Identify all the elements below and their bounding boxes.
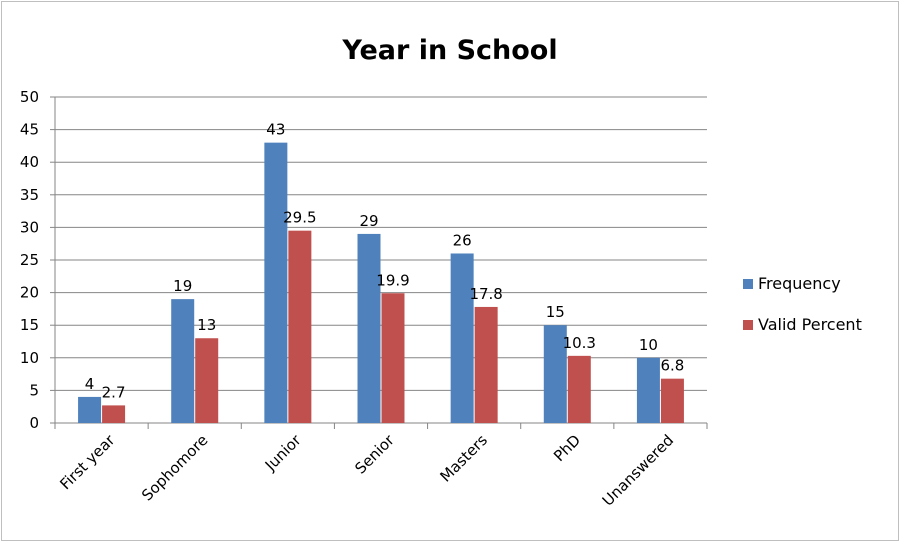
bar-frequency bbox=[357, 233, 381, 423]
y-tick-label: 40 bbox=[20, 153, 39, 171]
bars bbox=[78, 142, 684, 423]
data-label: 15 bbox=[546, 303, 565, 321]
data-label: 29.5 bbox=[283, 209, 316, 227]
data-label: 6.8 bbox=[660, 357, 684, 375]
bar-valid-percent bbox=[567, 355, 591, 423]
data-label: 10.3 bbox=[563, 334, 596, 352]
bar-frequency bbox=[171, 299, 195, 423]
legend-label: Valid Percent bbox=[758, 315, 862, 334]
y-tick-label: 25 bbox=[20, 251, 39, 269]
bar-valid-percent bbox=[474, 306, 498, 423]
legend-swatch bbox=[743, 279, 753, 289]
data-label: 19 bbox=[173, 277, 192, 295]
y-tick-label: 50 bbox=[20, 88, 39, 106]
legend-swatch bbox=[743, 320, 753, 330]
y-tick-label: 10 bbox=[20, 349, 39, 367]
data-label: 43 bbox=[266, 121, 285, 139]
data-label: 29 bbox=[359, 212, 378, 230]
y-tick-label: 0 bbox=[29, 414, 39, 432]
legend-label: Frequency bbox=[758, 274, 841, 293]
x-category-label: Masters bbox=[436, 431, 491, 486]
bar-frequency bbox=[543, 325, 567, 423]
bar-frequency bbox=[636, 357, 660, 423]
x-category-label: Sophomore bbox=[138, 431, 211, 504]
x-category-label: Senior bbox=[351, 431, 398, 478]
data-label: 19.9 bbox=[376, 271, 409, 289]
y-tick-label: 20 bbox=[20, 284, 39, 302]
bar-valid-percent bbox=[195, 338, 219, 423]
bar-frequency bbox=[264, 142, 288, 423]
y-tick-label: 35 bbox=[20, 186, 39, 204]
y-tick-label: 15 bbox=[20, 316, 39, 334]
data-label: 10 bbox=[639, 336, 658, 354]
data-label: 17.8 bbox=[469, 285, 502, 303]
data-label: 13 bbox=[197, 316, 216, 334]
bar-valid-percent bbox=[381, 293, 405, 423]
bar-valid-percent bbox=[660, 378, 684, 423]
data-label: 4 bbox=[85, 375, 95, 393]
gridlines bbox=[55, 96, 707, 391]
data-labels: 4 19 43 29 26 15 10 2.7 13 29.5 19.9 17.8 10.3 6.8 bbox=[85, 121, 685, 402]
y-tick-label: 5 bbox=[29, 381, 39, 399]
y-tick-label: 45 bbox=[20, 121, 39, 139]
legend: Frequency Valid Percent bbox=[743, 274, 862, 334]
bar-valid-percent bbox=[102, 405, 126, 423]
bar-frequency bbox=[450, 253, 474, 423]
bar-frequency bbox=[78, 396, 102, 423]
chart-title: Year in School bbox=[341, 35, 557, 66]
data-label: 26 bbox=[453, 231, 472, 249]
x-category-label: Unanswered bbox=[599, 431, 678, 510]
x-category-label: Junior bbox=[261, 431, 305, 475]
bar-valid-percent bbox=[288, 230, 312, 423]
x-category-label: PhD bbox=[550, 431, 584, 465]
x-category-label: First year bbox=[56, 431, 119, 494]
y-tick-label: 30 bbox=[20, 218, 39, 236]
data-label: 2.7 bbox=[102, 383, 126, 401]
